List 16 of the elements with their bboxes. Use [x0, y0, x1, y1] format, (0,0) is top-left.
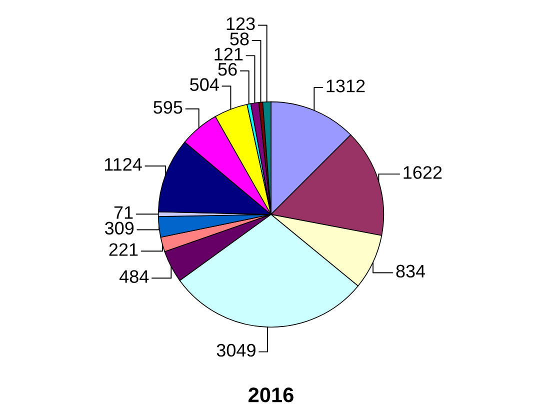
data-label: 123: [226, 17, 255, 30]
data-label: 484: [119, 270, 149, 283]
data-label: 3049: [216, 344, 256, 357]
data-label: 221: [109, 243, 138, 256]
data-label: 1124: [104, 158, 142, 171]
data-label: 58: [230, 32, 249, 46]
data-label: 56: [218, 62, 237, 76]
data-label: 121: [214, 48, 243, 60]
data-label: 595: [154, 100, 182, 114]
data-label: 71: [114, 206, 133, 219]
data-label: 834: [396, 264, 426, 278]
data-label: 504: [190, 78, 219, 91]
data-label: 309: [104, 222, 134, 235]
data-label: 1622: [404, 166, 442, 179]
data-label: 1312: [326, 80, 365, 92]
text: 2016: [248, 388, 294, 402]
